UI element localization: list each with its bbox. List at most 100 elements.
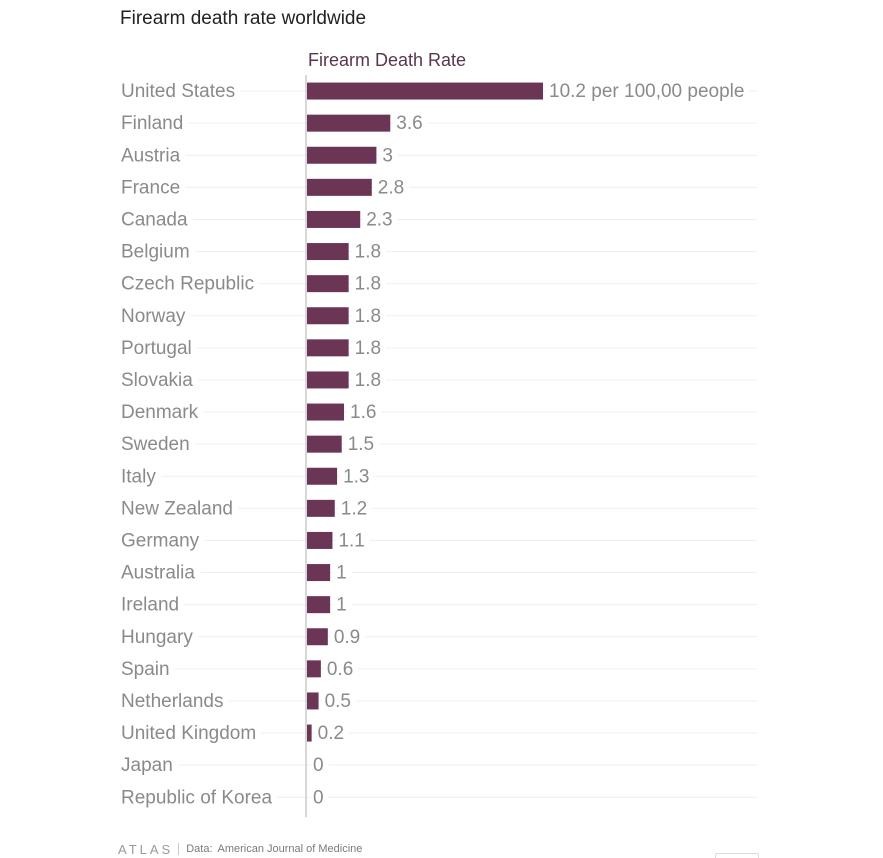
category-label: Japan <box>121 755 173 776</box>
value-label-bg <box>347 409 382 416</box>
category-label-bg <box>120 633 199 640</box>
category-label: Netherlands <box>121 691 223 712</box>
bar <box>307 660 321 678</box>
bar <box>307 243 349 261</box>
category-label-bg <box>120 409 204 416</box>
category-label-bg <box>120 441 195 448</box>
value-label-bg <box>351 280 387 287</box>
category-label-bg <box>120 794 278 801</box>
bar <box>307 724 312 742</box>
category-label: Germany <box>121 530 200 551</box>
bar <box>307 628 328 646</box>
value-label-bg <box>333 569 352 576</box>
value-label-bg <box>351 344 387 351</box>
bar <box>307 371 349 389</box>
value-label: 0.9 <box>334 627 360 648</box>
category-label-bg <box>120 248 195 255</box>
category-label-bg <box>120 344 197 351</box>
value-label-bg <box>393 120 428 127</box>
category-label-bg <box>120 601 185 608</box>
value-label: 0 <box>313 755 324 776</box>
value-label-bg <box>314 730 350 737</box>
bar <box>307 564 331 582</box>
category-label-bg <box>120 120 189 127</box>
category-label-bg <box>120 312 191 319</box>
value-label-bg <box>546 88 750 95</box>
value-label-bg <box>335 537 370 544</box>
series-title: Firearm Death Rate <box>308 50 466 70</box>
value-label-bg <box>363 216 398 223</box>
category-label: Sweden <box>121 434 190 455</box>
atlas-logo: ATLAS <box>118 841 174 857</box>
bar <box>307 307 349 325</box>
value-label-bg <box>337 505 373 512</box>
category-label: Czech Republic <box>121 274 254 295</box>
value-label: 1.1 <box>338 530 364 551</box>
category-label: Ireland <box>121 595 179 616</box>
category-label: Spain <box>121 659 170 680</box>
value-label: 3 <box>382 145 393 166</box>
category-label-bg <box>120 152 186 159</box>
value-label: 1 <box>336 595 347 616</box>
value-label: 0.6 <box>327 659 353 680</box>
value-label: 1.3 <box>343 466 369 487</box>
value-label: 10.2 per 100,00 people <box>549 81 744 102</box>
footer-divider <box>178 843 180 855</box>
value-label: 0.2 <box>318 723 344 744</box>
category-label: New Zealand <box>121 498 233 519</box>
bar <box>307 692 319 710</box>
category-label: Austria <box>121 145 181 166</box>
category-label-bg <box>120 473 162 480</box>
bar <box>307 210 361 228</box>
bar <box>307 596 331 614</box>
value-label: 3.6 <box>396 113 422 134</box>
category-label-bg <box>120 88 241 95</box>
value-label: 2.3 <box>366 209 392 230</box>
bar <box>307 531 333 549</box>
category-label-bg <box>120 216 193 223</box>
value-label-bg <box>379 152 398 159</box>
value-label: 0 <box>313 787 324 808</box>
category-label-bg <box>120 730 262 737</box>
category-label: France <box>121 177 180 198</box>
value-label-bg <box>340 473 375 480</box>
chart-footer: ATLAS Data: American Journal of Medicine <box>118 840 362 858</box>
category-label: Finland <box>121 113 183 134</box>
category-label-bg <box>120 184 186 191</box>
category-label-bg <box>120 505 238 512</box>
value-label-bg <box>374 184 410 191</box>
footer-data-label: Data: <box>186 843 213 855</box>
category-label: Hungary <box>121 627 193 648</box>
category-label: Norway <box>121 306 186 327</box>
category-label: Italy <box>121 466 156 487</box>
category-label: Portugal <box>121 338 192 359</box>
value-label-bg <box>310 762 329 769</box>
value-label: 1.8 <box>355 274 381 295</box>
category-label-bg <box>120 569 201 576</box>
bar <box>307 467 338 485</box>
category-label: Canada <box>121 209 188 230</box>
bar <box>307 339 349 357</box>
category-label: Republic of Korea <box>121 787 272 808</box>
embed-button[interactable] <box>715 853 759 858</box>
bar <box>307 403 345 421</box>
value-label: 1.6 <box>350 402 376 423</box>
value-label: 1.2 <box>341 498 367 519</box>
footer-source: American Journal of Medicine <box>217 843 363 855</box>
bar <box>307 435 342 453</box>
category-label: United Kingdom <box>121 723 256 744</box>
value-label-bg <box>351 248 387 255</box>
value-label: 1.8 <box>355 306 381 327</box>
value-label-bg <box>321 697 356 704</box>
bar <box>307 499 335 517</box>
bar <box>307 114 391 132</box>
category-label: Slovakia <box>121 370 193 391</box>
value-label: 2.8 <box>378 177 404 198</box>
value-label: 1.5 <box>348 434 374 455</box>
bar <box>307 82 543 100</box>
value-label: 1.8 <box>355 242 381 263</box>
bar <box>307 146 377 164</box>
value-label-bg <box>310 794 329 801</box>
value-label-bg <box>351 312 387 319</box>
category-label: Australia <box>121 563 195 584</box>
